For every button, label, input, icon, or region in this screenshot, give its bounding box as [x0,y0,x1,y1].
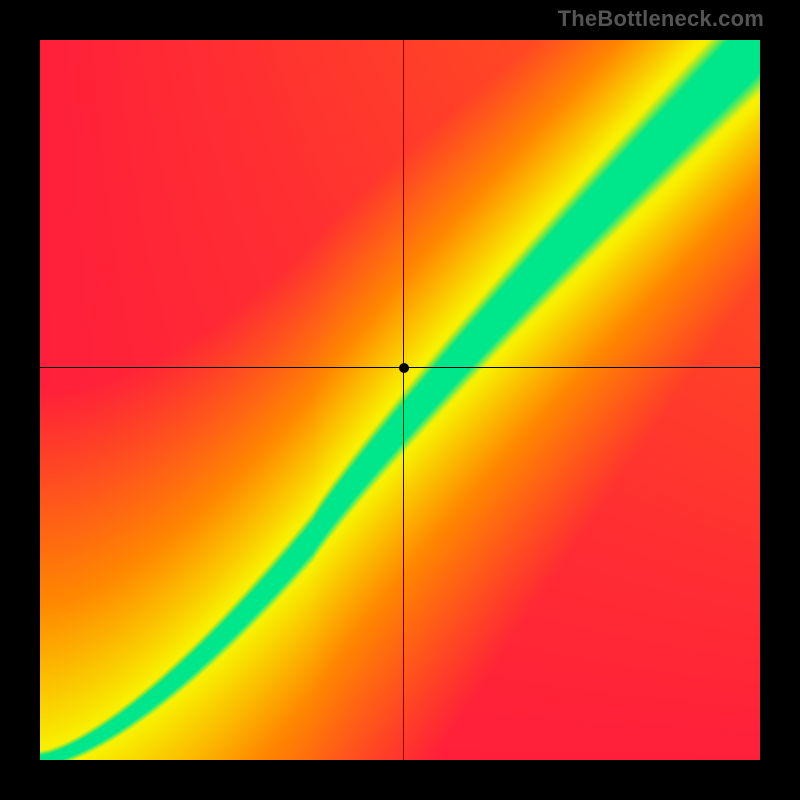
heatmap-canvas [40,40,760,760]
plot-area [40,40,760,760]
chart-outer: TheBottleneck.com [0,0,800,800]
marker-dot [399,363,409,373]
watermark-text: TheBottleneck.com [558,6,764,32]
crosshair-vertical [403,40,404,760]
